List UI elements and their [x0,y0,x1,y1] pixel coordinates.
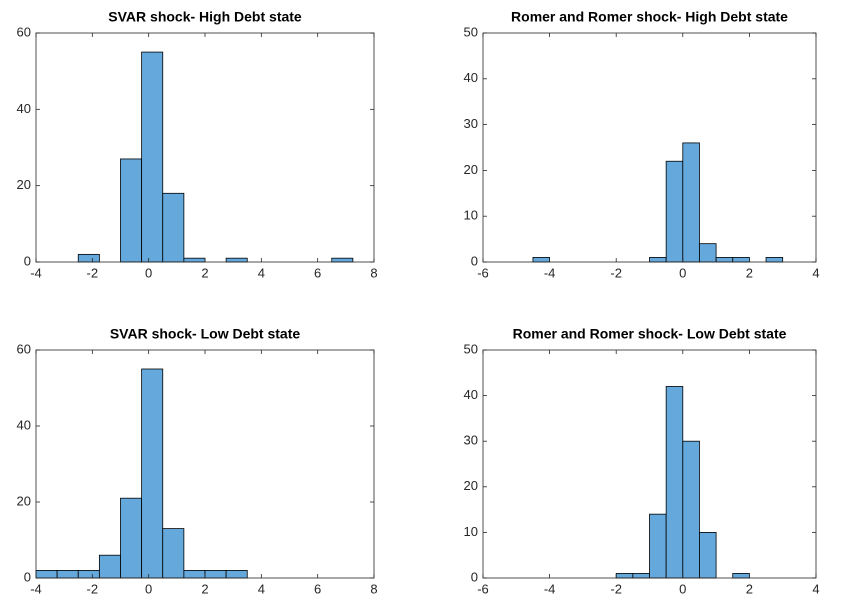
bar [183,257,206,263]
y-tick-label: 20 [464,478,478,493]
y-tick-label: 0 [471,253,478,268]
bar [225,257,248,263]
y-tick-label: 20 [464,162,478,177]
y-tick-label: 40 [464,70,478,85]
bar [732,573,750,579]
x-tick-label: 2 [201,265,208,280]
x-tick-label: 2 [746,581,753,596]
bar [183,570,206,579]
x-tick-label: 4 [812,581,819,596]
subplot: SVAR shock- High Debt state -4 -2 0 2 4 6 8 0 20 4… [17,9,378,281]
y-tick-label: 40 [17,101,31,116]
subplot: Romer and Romer shock- High Debt state -6… [464,9,820,281]
chart-title: Romer and Romer shock- Low Debt state [513,326,787,342]
bar [665,386,684,579]
x-tick-label: -6 [477,265,489,280]
axes-box [482,349,817,579]
x-tick-label: -2 [610,581,622,596]
bar [204,570,227,579]
y-tick-label: 20 [17,493,31,508]
bar [162,528,185,579]
bar [732,257,750,263]
y-tick-label: 60 [17,341,31,356]
x-tick-label: 2 [746,265,753,280]
x-tick-label: 6 [314,581,321,596]
chart-title: SVAR shock- High Debt state [108,9,302,25]
x-tick-label: 8 [370,581,377,596]
x-tick-label: 0 [679,581,686,596]
x-tick-label: 0 [145,581,152,596]
bar [615,573,634,579]
x-tick-label: -2 [87,581,99,596]
bar [649,513,667,579]
bar [120,497,143,579]
x-tick-label: 0 [145,265,152,280]
x-tick-label: -4 [544,581,556,596]
bar [331,257,354,263]
y-tick-label: 60 [17,24,31,39]
bar [682,440,700,579]
y-tick-label: 0 [24,253,31,268]
axes-box [482,32,817,263]
bar [162,192,185,263]
y-tick-label: 0 [471,569,478,584]
bar [225,570,248,579]
x-tick-label: -4 [30,581,42,596]
axes-box [35,349,375,579]
bar [77,253,100,263]
bar [120,158,143,263]
y-tick-label: 30 [464,116,478,131]
x-tick-label: 4 [812,265,819,280]
bar [141,368,164,579]
bar [765,257,784,263]
y-tick-label: 40 [17,417,31,432]
bar [715,257,734,263]
bar [77,570,100,579]
bar [632,573,650,579]
x-tick-label: -6 [477,581,489,596]
bar [699,243,717,263]
bar [35,570,58,579]
x-tick-label: 6 [314,265,321,280]
x-tick-label: 4 [258,581,265,596]
x-tick-label: -2 [87,265,99,280]
bar [141,51,164,263]
y-tick-label: 10 [464,208,478,223]
bar [649,257,667,263]
x-tick-label: 2 [201,581,208,596]
bar [665,160,684,263]
x-tick-label: 4 [258,265,265,280]
chart-title: Romer and Romer shock- High Debt state [511,9,788,25]
subplot: Romer and Romer shock- Low Debt state -6 -… [464,326,820,597]
x-tick-label: 0 [679,265,686,280]
y-tick-label: 10 [464,524,478,539]
bar [98,554,121,579]
y-tick-label: 0 [24,569,31,584]
y-tick-label: 30 [464,433,478,448]
x-tick-label: -4 [544,265,556,280]
subplot: SVAR shock- Low Debt state -4 -2 0 2 4 6 8 0 20 40… [17,326,378,597]
y-tick-label: 20 [17,177,31,192]
y-tick-label: 50 [464,24,478,39]
y-tick-label: 40 [464,387,478,402]
y-tick-label: 50 [464,341,478,356]
axes-box [35,32,375,263]
bar [699,532,717,579]
x-tick-label: -2 [610,265,622,280]
x-tick-label: -4 [30,265,42,280]
bar [56,570,79,579]
x-tick-label: 8 [370,265,377,280]
bar [682,142,700,263]
bar [532,257,551,263]
chart-title: SVAR shock- Low Debt state [110,326,301,342]
